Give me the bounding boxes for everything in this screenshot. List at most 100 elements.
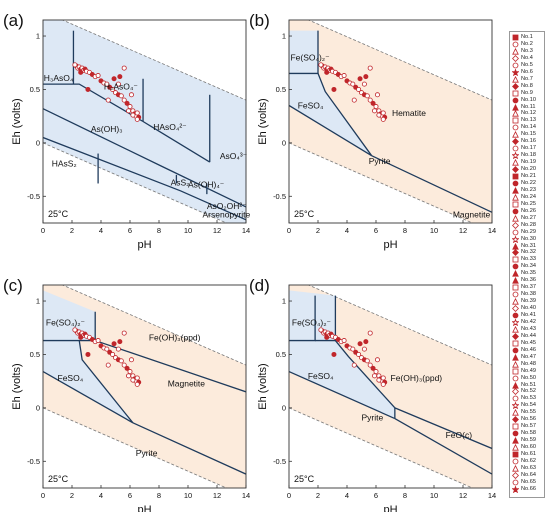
legend-marker-icon — [512, 145, 519, 152]
panel-label-a: (a) — [3, 11, 24, 30]
sample-point-a-16 — [110, 86, 116, 92]
y-tick-label-d-0: 0 — [282, 403, 286, 412]
legend-marker-icon — [512, 436, 519, 444]
legend-item: No.21 — [512, 173, 536, 180]
legend-marker-icon — [512, 360, 519, 368]
legend-marker-icon — [512, 471, 519, 479]
legend-label: No.40 — [521, 305, 536, 312]
legend-item: No.5 — [512, 62, 533, 69]
sample-point-a-26 — [134, 110, 140, 116]
legend-item: No.61 — [512, 451, 536, 458]
plot-area-c — [43, 285, 246, 488]
legend-item: No.66 — [511, 485, 536, 494]
legend-marker-icon — [511, 151, 520, 160]
legend-label: No.55 — [521, 409, 536, 416]
legend-item: No.10 — [512, 97, 536, 104]
legend-item: No.27 — [512, 214, 536, 222]
boundary-line-c-4 — [132, 422, 246, 475]
y-tick-label-d--0.5: -0.5 — [273, 457, 286, 466]
region-label-b-2: Hematite — [392, 108, 426, 118]
legend-item: No.26 — [512, 208, 536, 215]
legend-item: No.1 — [512, 34, 533, 41]
legend-item: No.3 — [512, 47, 533, 55]
legend-label: No.66 — [521, 485, 536, 492]
legend-marker-icon — [512, 375, 519, 381]
legend-item: No.6 — [511, 68, 533, 77]
sample-point-d-26 — [380, 375, 386, 381]
legend-item: No.59 — [512, 436, 536, 444]
x-tick-label-d-2: 2 — [316, 491, 320, 500]
legend-item: No.40 — [512, 305, 536, 313]
legend-marker-icon — [512, 242, 519, 250]
legend-item: No.62 — [512, 458, 536, 465]
legend-marker-icon — [512, 117, 519, 124]
legend-item: No.45 — [512, 340, 536, 347]
boundary-line-d-3 — [289, 370, 396, 420]
boundary-line-b-1 — [317, 73, 373, 157]
sample-point-a-32 — [115, 81, 121, 87]
y-tick-label-a-0: 0 — [36, 138, 40, 147]
sample-point-a-28 — [130, 112, 136, 118]
legend-label: No.15 — [521, 131, 536, 138]
legend-label: No.29 — [521, 228, 536, 235]
boundary-line-d-6 — [394, 417, 492, 475]
sample-point-c-33 — [85, 351, 91, 357]
legend-item: No.56 — [512, 416, 536, 424]
legend-label: No.38 — [521, 291, 536, 298]
legend-marker-icon — [512, 173, 519, 180]
plot-frame-b — [288, 19, 493, 224]
x-tick-label-b-10: 10 — [430, 226, 438, 235]
legend-item: No.13 — [512, 117, 536, 124]
legend-item: No.34 — [512, 263, 536, 270]
sample-point-b-21 — [370, 100, 376, 106]
legend-item: No.25 — [512, 201, 536, 208]
legend-item: No.63 — [512, 464, 536, 472]
legend-label: No.2 — [521, 40, 533, 47]
y-tick-label-a-1: 1 — [36, 32, 40, 41]
legend-label: No.59 — [521, 437, 536, 444]
sample-point-b-26 — [380, 110, 386, 116]
region-label-a-8: AsO₂OH²⁻ — [207, 201, 247, 211]
legend-item: No.19 — [512, 158, 536, 166]
temperature-label-a: 25°C — [48, 209, 69, 219]
sample-point-a-33 — [85, 86, 91, 92]
region-label-a-3: HAsO₄²⁻ — [153, 122, 187, 132]
legend-label: No.19 — [521, 159, 536, 166]
sample-point-d-21 — [370, 365, 376, 371]
legend-item: No.33 — [512, 256, 536, 263]
region-label-d-2: Fe(OH)₃(ppd) — [391, 373, 443, 383]
aqueous-field-c — [43, 290, 133, 423]
legend-item: No.38 — [512, 291, 536, 298]
region-label-c-2: FeSO₄ — [58, 373, 84, 383]
panel-label-c: (c) — [3, 276, 23, 295]
legend-marker-icon — [512, 430, 519, 437]
y-axis-label-d: Eh (volts) — [257, 363, 269, 409]
legend-marker-icon — [512, 347, 519, 354]
sample-point-a-11 — [95, 73, 101, 79]
legend-item: No.4 — [512, 55, 533, 62]
legend-marker-icon — [512, 305, 519, 313]
region-label-c-3: Magnetite — [168, 379, 206, 389]
legend-marker-icon — [511, 68, 520, 77]
x-tick-label-d-0: 0 — [287, 491, 291, 500]
x-tick-label-a-8: 8 — [157, 226, 161, 235]
legend-item: No.22 — [512, 180, 536, 187]
legend-label: No.34 — [521, 263, 536, 270]
boundary-line-d-5 — [394, 407, 492, 450]
sample-point-c-32 — [115, 346, 121, 352]
sample-point-d-14 — [350, 346, 356, 352]
sample-point-b-39 — [363, 74, 369, 80]
legend-item: No.31 — [512, 242, 536, 250]
legend-marker-icon — [512, 443, 519, 451]
legend-marker-icon — [512, 47, 519, 55]
legend-label: No.10 — [521, 96, 536, 103]
legend-label: No.11 — [521, 103, 536, 110]
sample-point-d-31 — [367, 330, 373, 336]
legend-marker-icon — [512, 34, 519, 41]
sample-point-a-29 — [126, 108, 132, 114]
sample-point-c-29 — [126, 373, 132, 379]
legend-label: No.31 — [521, 242, 536, 249]
x-tick-label-b-4: 4 — [345, 226, 349, 235]
x-tick-label-b-8: 8 — [403, 226, 407, 235]
legend-label: No.39 — [521, 298, 536, 305]
